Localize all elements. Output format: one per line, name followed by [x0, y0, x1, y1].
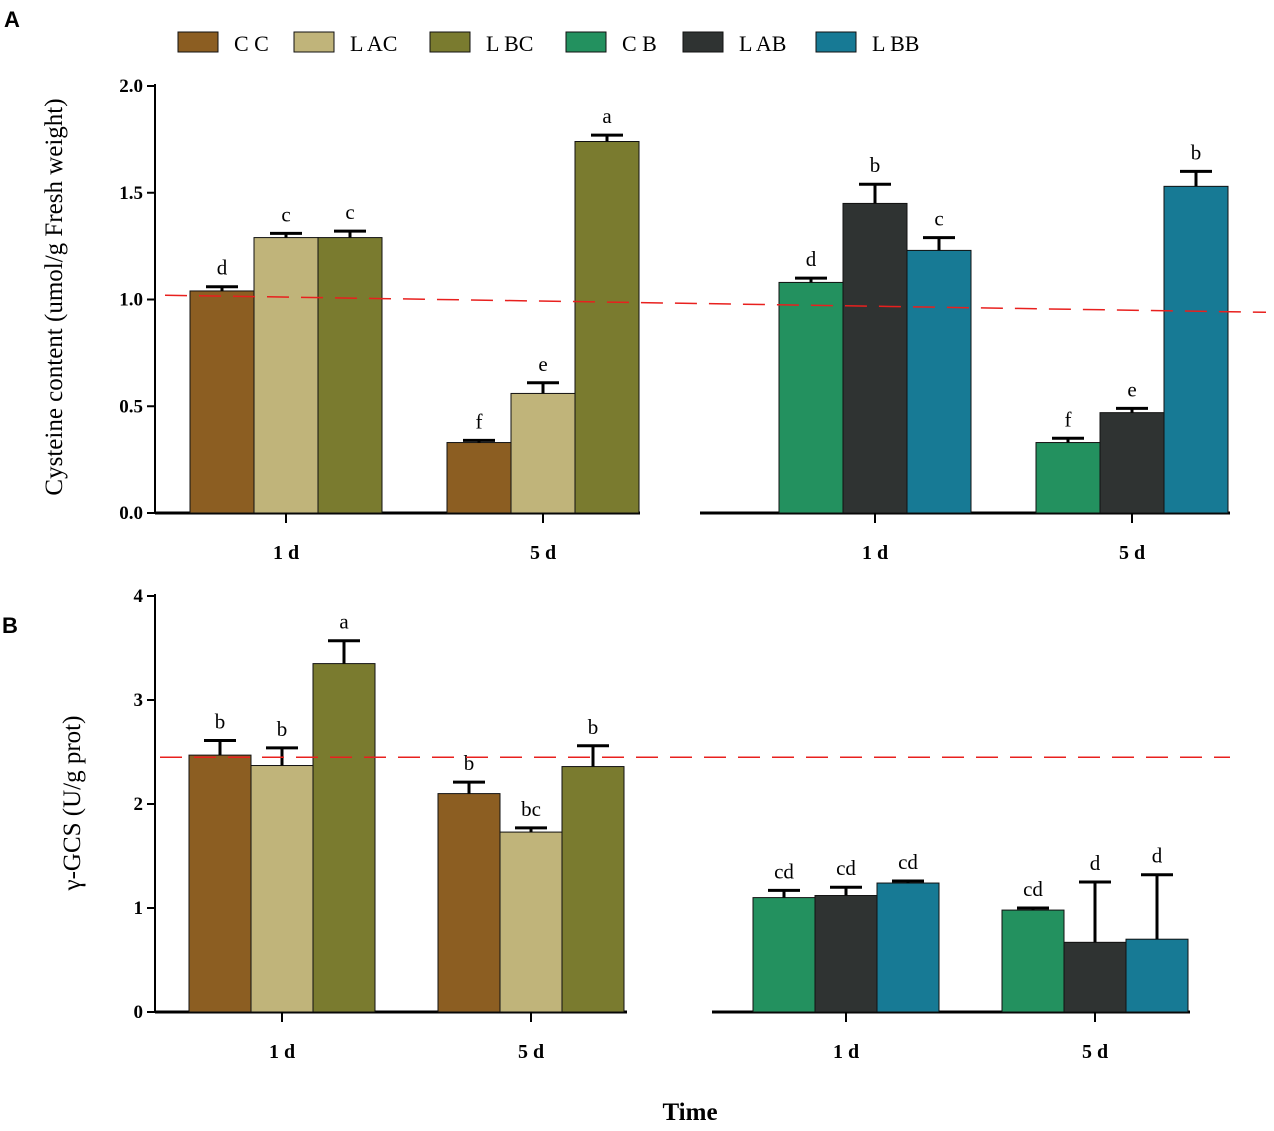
panel-a-x-tick-label: 5 d	[1119, 542, 1145, 564]
panel-b-significance-letter: b	[215, 710, 226, 734]
panel-a-y-tick-label: 0.0	[119, 503, 143, 524]
panel-b-bar-lbb-group3	[876, 882, 940, 1013]
panel-label-b: B	[2, 613, 18, 638]
legend-swatch-lab	[682, 31, 724, 53]
panel-a-significance-letter: b	[1191, 140, 1202, 164]
panel-b-x-tick-label: 1 d	[269, 1041, 295, 1063]
legend-swatch-cc	[177, 31, 219, 53]
panel-a-x-tick-label: 1 d	[862, 542, 888, 564]
panel-a-y-tick-label: 1.5	[119, 183, 143, 204]
panel-b-significance-letter: b	[277, 717, 288, 741]
panel-b-bar-lac-group2	[499, 831, 563, 1013]
panel-b-bar-lbc-group1	[312, 663, 376, 1013]
legend-swatch-lbb	[815, 31, 857, 53]
legend-swatch-cb	[565, 31, 607, 53]
panel-b-x-tick-label: 1 d	[833, 1041, 859, 1063]
panel-a-bar-cb-group3	[778, 281, 844, 514]
panel-b-x-tick-label: 5 d	[518, 1041, 544, 1063]
panel-a-y-tick-label: 2.0	[119, 76, 143, 97]
panel-a-significance-letter: f	[476, 409, 483, 433]
panel-b-bar-cb-group3	[752, 897, 816, 1013]
panel-a-bar-lbc-group1	[317, 237, 383, 514]
panel-b-significance-letter: cd	[836, 856, 856, 880]
panel-b-x-tick-label: 5 d	[1082, 1041, 1108, 1063]
panel-a-y-tick-label: 1.0	[119, 290, 143, 311]
panel-a-significance-letter: c	[281, 202, 290, 226]
panel-a-significance-letter: e	[538, 352, 547, 376]
panel-b-bar-cc-group2	[437, 793, 501, 1013]
panel-a-bar-cc-group2	[446, 442, 512, 514]
panel-a-bar-cc-group1	[189, 290, 255, 514]
panel-a-bar-lab-group4	[1099, 412, 1165, 514]
panel-a-significance-letter: d	[217, 256, 228, 280]
panel-a-x-tick-label: 1 d	[273, 542, 299, 564]
panel-a-significance-letter: a	[602, 104, 612, 128]
panel-a-significance-letter: c	[345, 200, 354, 224]
legend-swatch-lbc	[429, 31, 471, 53]
panel-b-bar-lac-group1	[250, 765, 314, 1013]
panel-a-bar-lac-group1	[253, 237, 319, 514]
panel-b-significance-letter: b	[588, 715, 599, 739]
panel-a-chart: Cysteine content (umol/g Fresh weight) 0…	[41, 76, 1267, 564]
legend-label-cc: C C	[234, 31, 269, 56]
panel-a-bar-cb-group4	[1035, 442, 1101, 514]
panel-b-bar-lab-group4	[1063, 941, 1127, 1013]
panel-b-significance-letter: d	[1152, 844, 1163, 868]
panel-a-bar-lbc-group2	[574, 141, 640, 514]
panel-a-significance-letter: c	[934, 207, 943, 231]
panel-b-y-tick-label: 4	[134, 586, 144, 607]
panel-b-bar-cc-group1	[188, 754, 252, 1013]
panel-b-bar-lbc-group2	[561, 766, 625, 1013]
panel-a-bar-lbb-group4	[1163, 185, 1229, 514]
legend-label-cb: C B	[622, 31, 657, 56]
panel-a-bar-lac-group2	[510, 392, 576, 514]
panel-b-y-tick-label: 1	[134, 898, 144, 919]
legend-label-lab: L AB	[739, 31, 786, 56]
panel-a-bar-lbb-group3	[906, 249, 972, 514]
panel-b-significance-letter: a	[339, 610, 349, 634]
panel-a-y-tick-label: 0.5	[119, 396, 143, 417]
panel-a-reference-line	[164, 294, 1267, 314]
legend-label-lac: L AC	[350, 31, 397, 56]
legend-swatch-lac	[293, 31, 335, 53]
panel-b-ylabel: γ-GCS (U/g prot)	[59, 716, 86, 892]
panel-a-significance-letter: e	[1127, 377, 1136, 401]
panel-a-significance-letter: d	[806, 247, 817, 271]
panel-b-bar-lbb-group4	[1125, 938, 1189, 1013]
legend-label-lbb: L BB	[872, 31, 919, 56]
panel-a-significance-letter: f	[1065, 407, 1072, 431]
panel-b-xlabel: Time	[662, 1099, 717, 1126]
panel-a-bar-lab-group3	[842, 202, 908, 514]
legend: C C L AC L BC C B L AB L BB	[177, 31, 919, 56]
panel-b-chart: γ-GCS (U/g prot) Time 0 1 2 3 4 b b a 1 d b bc b 5 d…	[59, 586, 1230, 1126]
panel-b-significance-letter: d	[1090, 851, 1101, 875]
panel-b-significance-letter: bc	[521, 797, 541, 821]
panel-b-y-tick-label: 3	[134, 690, 144, 711]
panel-b-significance-letter: cd	[1023, 877, 1043, 901]
panel-a-x-tick-label: 5 d	[530, 542, 556, 564]
panel-a-significance-letter: b	[870, 153, 881, 177]
panel-b-bar-cb-group4	[1001, 909, 1065, 1013]
legend-label-lbc: L BC	[486, 31, 533, 56]
panel-b-y-tick-label: 2	[134, 794, 144, 815]
panel-b-significance-letter: cd	[774, 859, 794, 883]
panel-a-ylabel: Cysteine content (umol/g Fresh weight)	[41, 98, 68, 495]
panel-b-y-tick-label: 0	[134, 1002, 144, 1023]
panel-b-significance-letter: b	[464, 751, 475, 775]
panel-b-bar-lab-group3	[814, 895, 878, 1013]
panel-label-a: A	[4, 7, 20, 32]
panel-b-significance-letter: cd	[898, 850, 918, 874]
